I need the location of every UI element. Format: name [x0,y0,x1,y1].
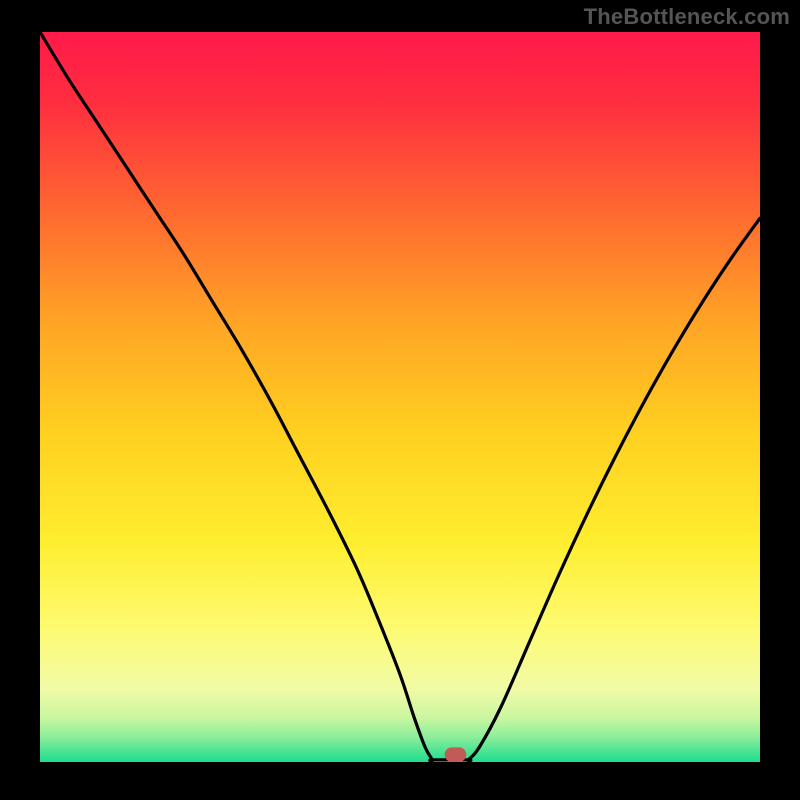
plot-background [40,32,760,762]
watermark-text: TheBottleneck.com [584,4,790,30]
chart-svg [0,0,800,800]
chart-frame: TheBottleneck.com [0,0,800,800]
minimum-marker [445,747,467,762]
